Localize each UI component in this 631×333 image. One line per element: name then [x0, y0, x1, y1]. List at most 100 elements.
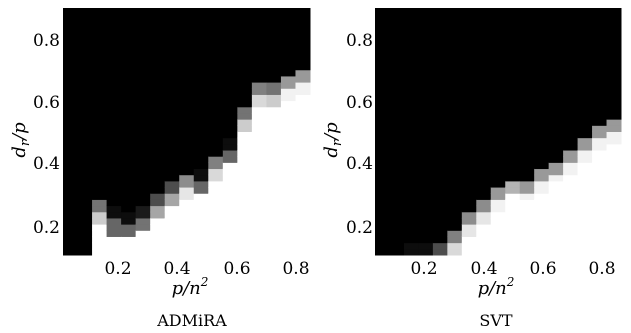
- heatmap-cell: [592, 187, 608, 194]
- heatmap-cell: [92, 75, 108, 83]
- heatmap-cell: [577, 32, 593, 40]
- heatmap-cell: [476, 236, 492, 244]
- heatmap-cell: [418, 180, 434, 188]
- heatmap-cell: [193, 242, 209, 250]
- heatmap-cell: [106, 57, 122, 65]
- heatmap-cell: [164, 8, 180, 15]
- x-tick-label: 0.6: [223, 259, 250, 279]
- heatmap-cell: [150, 156, 166, 163]
- heatmap-cell: [461, 38, 477, 46]
- heatmap-cell: [519, 168, 535, 176]
- heatmap-cell: [208, 32, 224, 40]
- heatmap-cell: [179, 236, 195, 244]
- heatmap-cell: [490, 187, 506, 194]
- heatmap-cell: [592, 63, 608, 71]
- heatmap-cell: [447, 26, 463, 34]
- heatmap-cell: [295, 162, 311, 170]
- heatmap-cell: [505, 224, 521, 231]
- heatmap-cell: [505, 131, 521, 139]
- heatmap-cell: [266, 38, 282, 46]
- heatmap-cell: [208, 119, 224, 126]
- heatmap-cell: [490, 131, 506, 139]
- heatmap-cell: [389, 63, 405, 71]
- heatmap-cell: [266, 8, 282, 15]
- heatmap-cell: [280, 150, 296, 157]
- heatmap-cell: [490, 100, 506, 108]
- heatmap-cell: [106, 211, 122, 219]
- heatmap-cell: [418, 125, 434, 132]
- heatmap-cell: [193, 119, 209, 126]
- heatmap-cell: [121, 156, 137, 163]
- heatmap-cell: [208, 75, 224, 83]
- heatmap-cell: [164, 131, 180, 139]
- heatmap-cell: [179, 224, 195, 231]
- heatmap-cell: [237, 26, 253, 34]
- heatmap-cell: [606, 45, 622, 52]
- heatmap-cell: [63, 125, 79, 132]
- heatmap-cell: [77, 248, 93, 256]
- heatmap-cell: [295, 187, 311, 194]
- heatmap-cell: [266, 94, 282, 102]
- heatmap-cell: [505, 248, 521, 256]
- heatmap-cell: [193, 174, 209, 182]
- heatmap-cell: [519, 14, 535, 21]
- heatmap-cell: [150, 45, 166, 52]
- heatmap-cell: [295, 8, 311, 15]
- heatmap-cell: [577, 217, 593, 225]
- heatmap-cell: [208, 137, 224, 145]
- heatmap-cell: [280, 217, 296, 225]
- heatmap-cell: [447, 187, 463, 194]
- heatmap-cell: [548, 143, 564, 151]
- heatmap-cell: [237, 75, 253, 83]
- heatmap-cell: [418, 211, 434, 219]
- panel-title-svt: SVT: [479, 311, 513, 330]
- heatmap-cell: [577, 112, 593, 120]
- heatmap-cell: [403, 242, 419, 250]
- heatmap-cell: [375, 168, 390, 176]
- heatmap-cell: [251, 205, 267, 213]
- heatmap-cell: [266, 180, 282, 188]
- heatmap-cell: [135, 63, 151, 71]
- heatmap-cell: [389, 125, 405, 132]
- heatmap-cell: [208, 57, 224, 65]
- heatmap-cell: [577, 211, 593, 219]
- heatmap-cell: [519, 100, 535, 108]
- heatmap-cell: [476, 187, 492, 194]
- heatmap-cell: [389, 199, 405, 207]
- heatmap-cell: [208, 100, 224, 108]
- heatmap-cell: [280, 26, 296, 34]
- heatmap-cell: [447, 131, 463, 139]
- heatmap-cell: [519, 38, 535, 46]
- heatmap-cell: [389, 82, 405, 89]
- heatmap-cell: [237, 45, 253, 52]
- heatmap-cell: [295, 69, 311, 77]
- heatmap-cell: [548, 88, 564, 95]
- heatmap-cell: [505, 119, 521, 126]
- heatmap-cell: [461, 205, 477, 213]
- heatmap-cell: [208, 125, 224, 132]
- heatmap-cell: [77, 236, 93, 244]
- heatmap-cell: [563, 162, 579, 170]
- heatmap-cell: [592, 38, 608, 46]
- heatmap-cell: [403, 236, 419, 244]
- heatmap-cell: [447, 94, 463, 102]
- heatmap-cell: [418, 38, 434, 46]
- heatmap-cell: [577, 131, 593, 139]
- heatmap-cell: [237, 57, 253, 65]
- heatmap-cell: [476, 150, 492, 157]
- heatmap-cell: [179, 217, 195, 225]
- heatmap-cell: [432, 32, 448, 40]
- heatmap-cell: [476, 94, 492, 102]
- heatmap-cell: [237, 187, 253, 194]
- heatmap-cell: [77, 131, 93, 139]
- heatmap-cell: [389, 51, 405, 58]
- heatmap-cell: [505, 236, 521, 244]
- heatmap-cell: [179, 26, 195, 34]
- heatmap-cell: [592, 8, 608, 15]
- heatmap-cell: [375, 63, 390, 71]
- heatmap-cell: [519, 193, 535, 200]
- heatmap-cell: [150, 217, 166, 225]
- heatmap-cell: [606, 51, 622, 58]
- heatmap-cell: [237, 236, 253, 244]
- heatmap-cell: [179, 143, 195, 151]
